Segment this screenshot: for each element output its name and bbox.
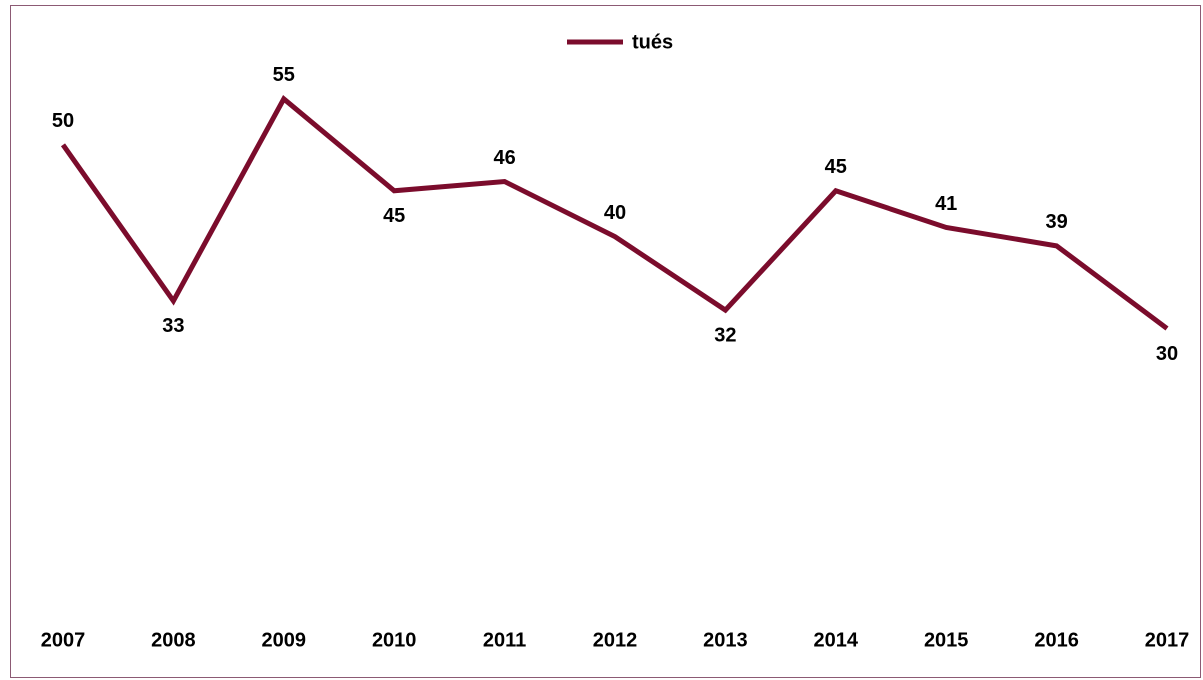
data-line: [60, 95, 1169, 331]
x-tick-label: 2015: [924, 629, 969, 651]
data-label: 50: [52, 110, 74, 132]
data-label: 30: [1156, 343, 1178, 365]
data-label: 41: [935, 193, 957, 215]
data-label: 40: [604, 202, 626, 224]
chart-border: [10, 5, 1201, 678]
data-label: 45: [825, 156, 847, 178]
data-label: 46: [493, 147, 515, 169]
data-label: 33: [162, 315, 184, 337]
x-tick-label: 2010: [372, 629, 417, 651]
x-tick-label: 2011: [483, 629, 526, 651]
data-label: 39: [1045, 211, 1067, 233]
x-tick-label: 2016: [1034, 629, 1079, 651]
x-tick-label: 2017: [1145, 629, 1190, 651]
x-tick-label: 2009: [262, 629, 307, 651]
data-label: 55: [273, 64, 295, 86]
x-tick-label: 2013: [703, 629, 748, 651]
data-label: 32: [714, 324, 736, 346]
x-tick-label: 2008: [151, 629, 196, 651]
legend-label: tués: [632, 31, 673, 53]
x-tick-label: 2014: [814, 629, 859, 651]
x-tick-label: 2007: [41, 629, 86, 651]
x-tick-label: 2012: [593, 629, 638, 651]
data-label: 45: [383, 205, 405, 227]
